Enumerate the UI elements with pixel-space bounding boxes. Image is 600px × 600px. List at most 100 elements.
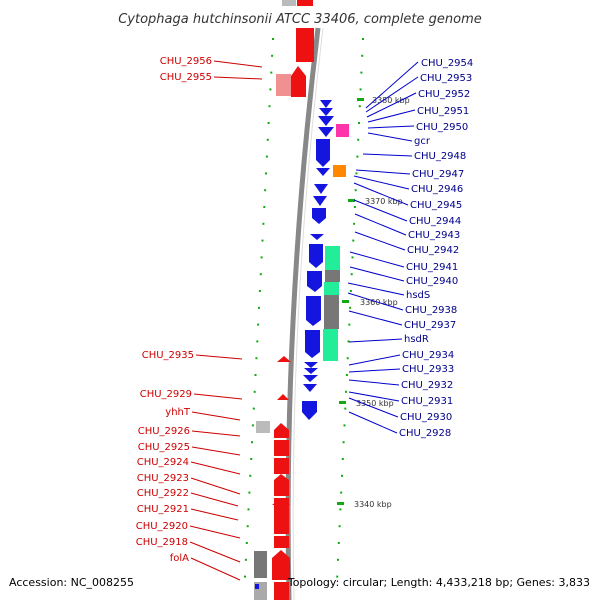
gene-label[interactable]: CHU_2956 xyxy=(160,56,212,67)
guide-dot xyxy=(260,256,263,259)
other-features xyxy=(323,124,349,361)
leader-line xyxy=(348,391,400,402)
gene-chu-2925 xyxy=(274,440,289,456)
gene-label[interactable]: CHU_2926 xyxy=(138,426,190,437)
guide-dot xyxy=(251,441,253,444)
gene-label[interactable]: CHU_2935 xyxy=(142,350,194,361)
guide-dot xyxy=(272,38,274,40)
leader-line xyxy=(367,132,413,142)
gene-label[interactable]: CHU_2931 xyxy=(401,396,453,407)
gene-label[interactable]: CHU_2937 xyxy=(404,320,456,331)
gene-label[interactable]: CHU_2944 xyxy=(409,216,461,227)
gene-bottom-blue xyxy=(255,584,259,589)
leader-line xyxy=(189,525,241,539)
gene-label[interactable]: CHU_2955 xyxy=(160,72,212,83)
leader-line xyxy=(354,213,407,236)
leader-line xyxy=(353,175,410,190)
guide-dot xyxy=(352,239,355,242)
guide-dot xyxy=(351,256,354,259)
gene-label[interactable]: CHU_2924 xyxy=(137,457,189,468)
gene-yhht xyxy=(256,421,270,433)
gene-chu-2945 xyxy=(313,196,327,206)
left-gene-labels: CHU_2956 CHU_2955 CHU_2935 CHU_2929 yhhT… xyxy=(136,56,212,564)
gene-bottom-red xyxy=(274,582,289,600)
guide-dot xyxy=(347,340,350,343)
gene-label[interactable]: CHU_2950 xyxy=(416,122,468,133)
gene-chu-2953 xyxy=(319,108,333,116)
guide-dot xyxy=(357,138,360,141)
gene-label[interactable]: CHU_2921 xyxy=(137,504,189,515)
gene-chu-2933 xyxy=(304,368,318,374)
gene-label[interactable]: CHU_2932 xyxy=(401,380,453,391)
gene-chu-2943 xyxy=(310,234,324,240)
scale-tick xyxy=(337,502,344,505)
right-gene-labels: CHU_2954 CHU_2953 CHU_2952 CHU_2951 CHU_… xyxy=(399,58,473,439)
leader-line xyxy=(348,379,400,386)
gene-chu-2920 xyxy=(274,536,289,548)
guide-dot xyxy=(355,172,358,175)
gene-label[interactable]: yhhT xyxy=(165,407,191,418)
guide-dot xyxy=(255,357,258,360)
guide-dot xyxy=(349,306,352,309)
leader-line xyxy=(347,282,405,296)
gene-label[interactable]: CHU_2938 xyxy=(405,305,457,316)
leader-line xyxy=(348,338,403,343)
gene-label[interactable]: hsdR xyxy=(404,334,429,345)
guide-dot xyxy=(244,558,247,561)
guide-dot xyxy=(266,138,269,141)
gene-label[interactable]: CHU_2929 xyxy=(140,389,192,400)
leader-line xyxy=(348,368,401,373)
accession-label: Accession: NC_008255 xyxy=(9,576,134,589)
gene-label[interactable]: CHU_2920 xyxy=(136,521,188,532)
gene-label[interactable]: CHU_2918 xyxy=(136,537,188,548)
gene-label[interactable]: CHU_2942 xyxy=(407,245,459,256)
gene-label[interactable]: hsdS xyxy=(406,290,430,301)
gene-label[interactable]: gcr xyxy=(414,136,431,147)
gene-label[interactable]: CHU_2923 xyxy=(137,473,189,484)
gene-label[interactable]: CHU_2946 xyxy=(411,184,463,195)
guide-dot xyxy=(336,575,339,578)
gene-label[interactable]: CHU_2953 xyxy=(420,73,472,84)
guide-dot xyxy=(341,474,343,477)
gene-label[interactable]: folA xyxy=(170,553,189,564)
gene-chu-2934 xyxy=(304,362,318,368)
gene-chu-2941 xyxy=(307,271,322,292)
leader-line xyxy=(349,266,405,282)
guide-dot xyxy=(258,290,261,292)
gene-label[interactable]: CHU_2947 xyxy=(412,169,464,180)
gene-chu-2924 xyxy=(274,458,289,474)
gene-label[interactable]: CHU_2928 xyxy=(399,428,451,439)
gene-label[interactable]: CHU_2945 xyxy=(410,200,462,211)
leader-line xyxy=(195,354,243,360)
scale-tick xyxy=(339,401,346,404)
guide-dot xyxy=(343,424,346,427)
gene-foia xyxy=(254,551,267,578)
gene-label[interactable]: CHU_2922 xyxy=(137,488,189,499)
scale-label: 3380 kbp xyxy=(372,96,410,105)
gene-label[interactable]: CHU_2952 xyxy=(418,89,470,100)
guide-dot xyxy=(268,105,271,108)
gene-hsds-rna xyxy=(325,246,340,270)
reverse-strand-genes xyxy=(302,100,334,420)
gene-label[interactable]: CHU_2954 xyxy=(421,58,473,69)
guide-dot xyxy=(251,424,254,427)
gene-label[interactable]: CHU_2941 xyxy=(406,262,458,273)
scale-tick xyxy=(357,98,364,101)
gene-label[interactable]: CHU_2948 xyxy=(414,151,466,162)
guide-dot xyxy=(356,155,359,158)
guide-dot xyxy=(261,239,264,242)
gene-chu-2923 xyxy=(274,474,289,496)
guide-dot xyxy=(265,172,267,175)
gene-label[interactable]: CHU_2930 xyxy=(400,412,452,423)
leader-line xyxy=(355,169,411,175)
gene-label[interactable]: CHU_2940 xyxy=(406,276,458,287)
scale-markers: 3380 kbp 3370 kbp 3360 kbp 3350 kbp 3340… xyxy=(337,96,410,509)
leader-line xyxy=(191,446,241,456)
gene-label[interactable]: CHU_2933 xyxy=(402,364,454,375)
gene-label[interactable]: CHU_2943 xyxy=(408,230,460,241)
gene-label[interactable]: CHU_2934 xyxy=(402,350,454,361)
gene-label[interactable]: CHU_2951 xyxy=(417,106,469,117)
guide-dot xyxy=(265,155,268,158)
gene-label[interactable]: CHU_2925 xyxy=(138,442,190,453)
leader-line xyxy=(348,397,399,418)
